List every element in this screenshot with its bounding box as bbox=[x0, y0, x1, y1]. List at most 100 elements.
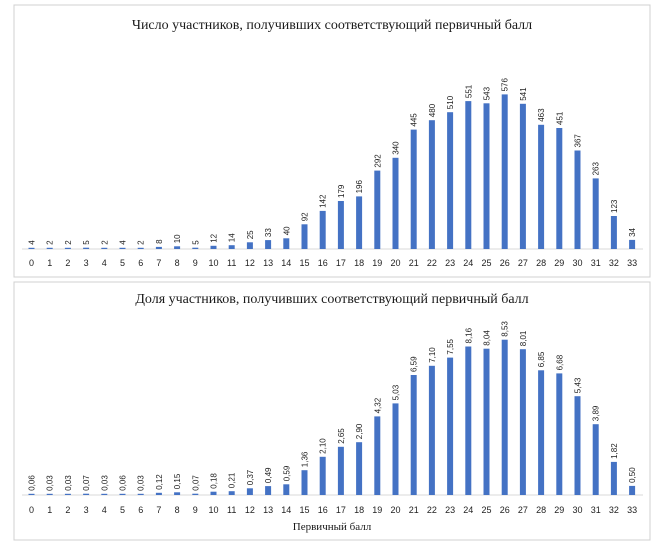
data-label: 4 bbox=[119, 240, 128, 245]
x-tick-label: 21 bbox=[409, 505, 419, 515]
data-label: 6,85 bbox=[537, 351, 546, 367]
x-tick-label: 33 bbox=[627, 505, 637, 515]
data-label: 2 bbox=[100, 240, 109, 245]
bar bbox=[483, 103, 490, 249]
chart-share-bars bbox=[28, 339, 636, 495]
bar bbox=[119, 247, 126, 249]
x-tick-label: 32 bbox=[609, 505, 619, 515]
bar bbox=[538, 370, 545, 495]
bar bbox=[228, 245, 235, 249]
data-label: 14 bbox=[228, 233, 237, 242]
x-tick-label: 29 bbox=[554, 505, 564, 515]
data-label: 576 bbox=[501, 78, 510, 92]
x-tick-label: 8 bbox=[175, 505, 180, 515]
x-tick-label: 18 bbox=[354, 505, 364, 515]
x-tick-label: 5 bbox=[120, 505, 125, 515]
chart-share-title: Доля участников, получивших соответствую… bbox=[135, 292, 528, 307]
x-tick-label: 7 bbox=[156, 258, 161, 268]
bar bbox=[610, 461, 617, 495]
data-label: 3,89 bbox=[592, 405, 601, 421]
x-tick-label: 15 bbox=[299, 505, 309, 515]
x-tick-label: 0 bbox=[29, 258, 34, 268]
x-tick-label: 2 bbox=[65, 505, 70, 515]
bar bbox=[337, 201, 344, 249]
x-tick-label: 15 bbox=[299, 258, 309, 268]
x-tick-label: 6 bbox=[138, 505, 143, 515]
data-label: 5 bbox=[191, 240, 200, 245]
bar bbox=[519, 103, 526, 249]
bar bbox=[210, 491, 217, 495]
data-label: 0,06 bbox=[119, 475, 128, 491]
x-tick-label: 23 bbox=[445, 258, 455, 268]
chart-count-title: Число участников, получивших соответству… bbox=[132, 18, 532, 33]
x-tick-label: 6 bbox=[138, 258, 143, 268]
x-tick-label: 4 bbox=[102, 258, 107, 268]
x-tick-label: 24 bbox=[463, 505, 473, 515]
data-label: 451 bbox=[555, 111, 564, 125]
data-label: 551 bbox=[464, 84, 473, 98]
bar bbox=[374, 416, 381, 495]
x-tick-label: 31 bbox=[591, 258, 601, 268]
data-label: 2 bbox=[64, 240, 73, 245]
x-tick-label: 23 bbox=[445, 505, 455, 515]
data-label: 33 bbox=[264, 228, 273, 237]
data-label: 2,65 bbox=[337, 428, 346, 444]
bar bbox=[174, 246, 181, 249]
bar bbox=[556, 373, 563, 495]
x-tick-label: 29 bbox=[554, 258, 564, 268]
bar bbox=[137, 247, 144, 249]
x-tick-label: 17 bbox=[336, 505, 346, 515]
bar bbox=[192, 493, 199, 495]
data-label: 5,43 bbox=[574, 377, 583, 393]
bar bbox=[592, 178, 599, 249]
data-label: 2 bbox=[137, 240, 146, 245]
data-label: 0,15 bbox=[173, 473, 182, 489]
chart-share: Доля участников, получивших соответствую… bbox=[13, 281, 651, 541]
bar bbox=[592, 424, 599, 495]
bar bbox=[46, 247, 53, 249]
chart-share-frame bbox=[13, 281, 651, 541]
data-label: 5 bbox=[82, 240, 91, 245]
data-label: 463 bbox=[537, 108, 546, 122]
x-tick-label: 3 bbox=[84, 258, 89, 268]
data-label: 0,03 bbox=[46, 475, 55, 491]
bar bbox=[246, 488, 253, 495]
bar bbox=[392, 157, 399, 249]
x-tick-label: 26 bbox=[500, 258, 510, 268]
data-label: 7,55 bbox=[446, 338, 455, 354]
x-tick-label: 25 bbox=[481, 258, 491, 268]
x-tick-label: 12 bbox=[245, 258, 255, 268]
data-label: 2,10 bbox=[319, 438, 328, 454]
x-tick-label: 16 bbox=[318, 258, 328, 268]
bar bbox=[283, 238, 290, 249]
data-label: 367 bbox=[574, 134, 583, 148]
data-label: 6,68 bbox=[555, 354, 564, 370]
x-tick-label: 14 bbox=[281, 258, 291, 268]
x-tick-label: 28 bbox=[536, 505, 546, 515]
x-tick-label: 2 bbox=[65, 258, 70, 268]
data-label: 10 bbox=[173, 234, 182, 243]
x-tick-label: 26 bbox=[500, 505, 510, 515]
bar bbox=[28, 247, 35, 249]
x-tick-label: 30 bbox=[572, 505, 582, 515]
bar bbox=[155, 492, 162, 495]
x-tick-label: 21 bbox=[409, 258, 419, 268]
x-tick-label: 8 bbox=[175, 258, 180, 268]
data-label: 25 bbox=[246, 230, 255, 239]
x-tick-label: 13 bbox=[263, 505, 273, 515]
bar bbox=[629, 239, 636, 249]
bar bbox=[610, 216, 617, 249]
x-tick-label: 20 bbox=[390, 505, 400, 515]
data-label: 292 bbox=[373, 154, 382, 168]
x-tick-label: 25 bbox=[481, 505, 491, 515]
data-label: 0,06 bbox=[28, 475, 37, 491]
bar bbox=[356, 196, 363, 249]
bar bbox=[301, 224, 308, 249]
data-label: 40 bbox=[282, 226, 291, 235]
x-tick-label: 1 bbox=[47, 258, 52, 268]
x-tick-label: 32 bbox=[609, 258, 619, 268]
bar bbox=[265, 240, 272, 249]
data-label: 0,07 bbox=[191, 475, 200, 491]
